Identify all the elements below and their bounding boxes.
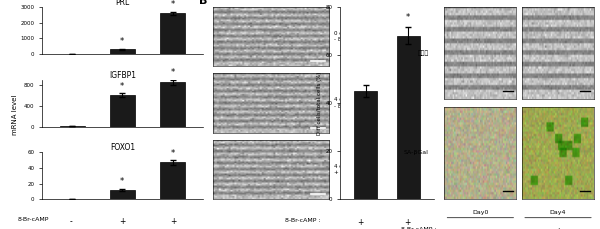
Text: Day0: Day0: [472, 210, 488, 215]
Bar: [160, 163, 185, 199]
Title: IGFBP1: IGFBP1: [109, 71, 136, 80]
Bar: [397, 36, 420, 199]
Text: +: +: [119, 217, 125, 226]
Text: 현미경: 현미경: [418, 50, 428, 56]
Text: *: *: [170, 149, 175, 158]
Text: 0 day
- 8-Br-cAMP: 0 day - 8-Br-cAMP: [334, 31, 365, 42]
Text: 8-Br-cAMP :: 8-Br-cAMP :: [401, 227, 437, 229]
Bar: [160, 13, 185, 54]
Text: *: *: [120, 82, 124, 91]
Text: 8-Br-cAMP: 8-Br-cAMP: [18, 217, 49, 222]
Bar: [110, 49, 135, 54]
Bar: [160, 82, 185, 126]
Text: -: -: [70, 217, 72, 226]
Y-axis label: Diff cells/total cells (%): Diff cells/total cells (%): [317, 71, 322, 135]
Text: *: *: [120, 177, 124, 186]
Text: SA-βGal: SA-βGal: [404, 150, 428, 155]
Text: 4 days
+ 8-Br-cAMP: 4 days + 8-Br-cAMP: [334, 164, 368, 175]
Text: B: B: [199, 0, 208, 6]
Text: -: -: [479, 227, 482, 229]
Text: *: *: [170, 68, 175, 77]
Title: PRL: PRL: [115, 0, 130, 7]
Text: 4 days
- 8-Br-cAMP: 4 days - 8-Br-cAMP: [334, 98, 365, 109]
Text: +: +: [358, 218, 364, 227]
Text: *: *: [170, 0, 175, 9]
Text: Day4: Day4: [550, 210, 566, 215]
Bar: [354, 91, 377, 199]
Text: +: +: [555, 227, 561, 229]
Bar: [110, 95, 135, 126]
Text: mRNA level: mRNA level: [12, 94, 18, 135]
Text: *: *: [406, 14, 410, 22]
Text: *: *: [120, 37, 124, 46]
Bar: [110, 190, 135, 199]
Title: FOXO1: FOXO1: [110, 143, 135, 152]
Text: +: +: [170, 217, 177, 226]
Text: 8-Br-cAMP :: 8-Br-cAMP :: [285, 218, 321, 224]
Text: +: +: [404, 218, 411, 227]
